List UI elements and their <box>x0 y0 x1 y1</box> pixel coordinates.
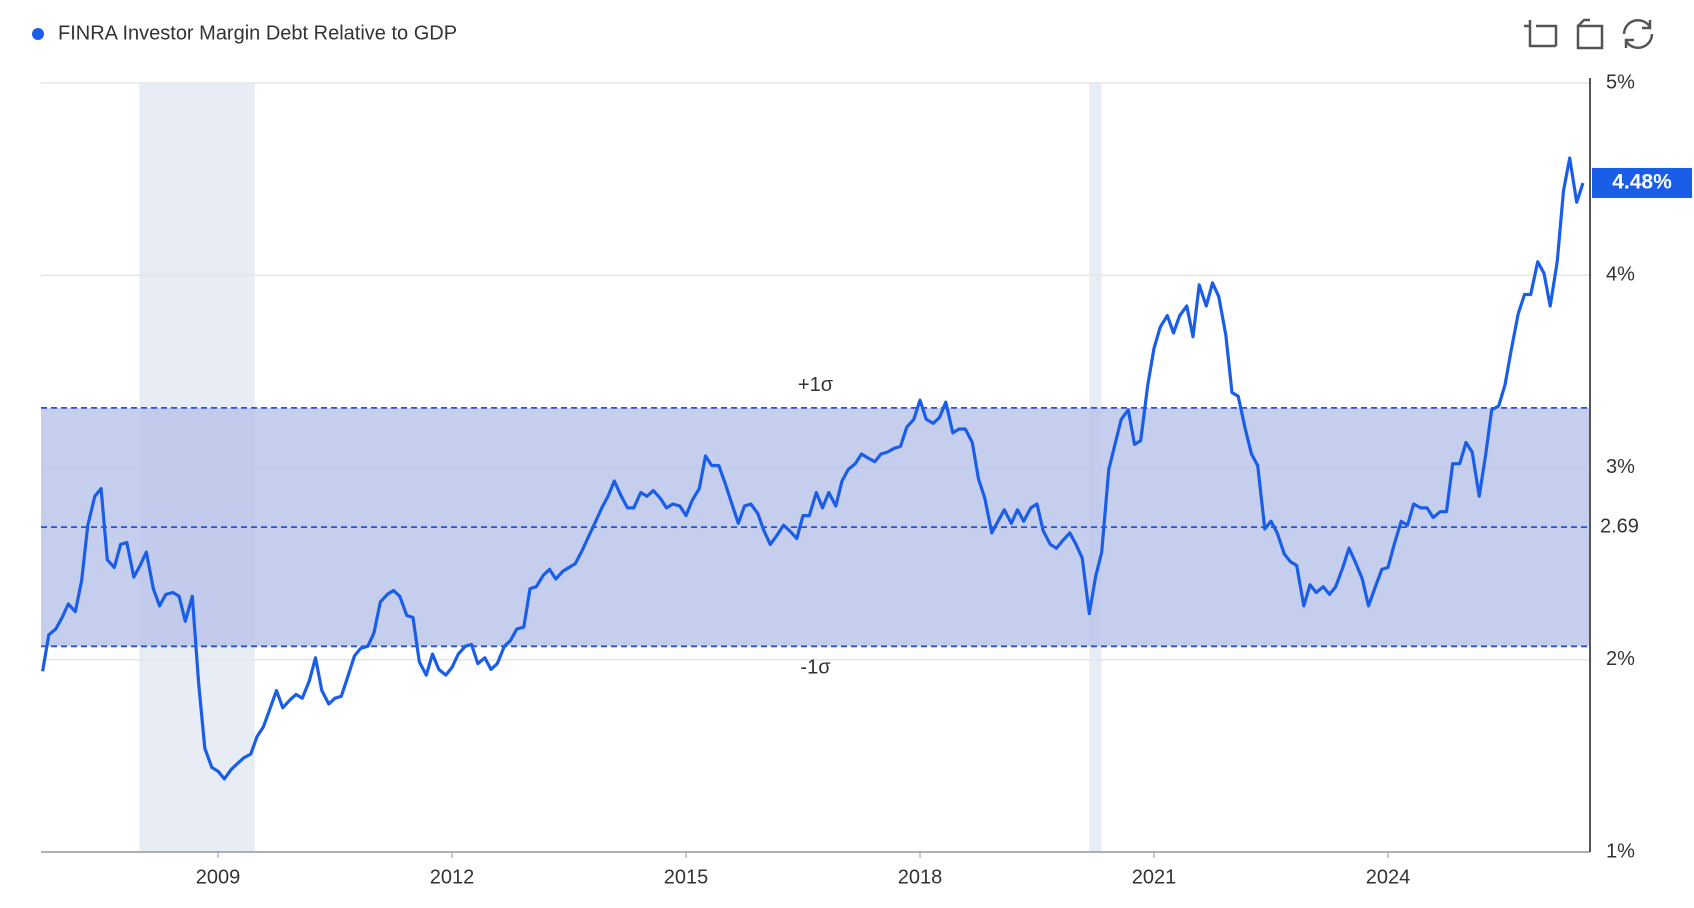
reset-icon[interactable] <box>1576 18 1604 50</box>
x-tick-label: 2021 <box>1132 866 1177 888</box>
x-tick-label: 2015 <box>664 866 709 888</box>
legend-label: FINRA Investor Margin Debt Relative to G… <box>58 22 457 44</box>
mean-label: 2.69 <box>1600 515 1639 537</box>
x-tick-label: 2012 <box>430 866 475 888</box>
refresh-icon[interactable] <box>1622 18 1654 50</box>
toolbar[interactable] <box>1524 18 1654 50</box>
last-value-label: 4.48% <box>1612 171 1672 194</box>
y-tick-label: 5% <box>1606 71 1635 93</box>
x-tick-label: 2009 <box>196 866 241 888</box>
zoom-icon[interactable] <box>1524 20 1558 48</box>
x-tick-label: 2018 <box>898 866 943 888</box>
y-tick-label: 2% <box>1606 648 1635 670</box>
y-tick-label: 1% <box>1606 840 1635 862</box>
band-label: +1σ <box>798 374 834 396</box>
y-tick-label: 3% <box>1606 456 1635 478</box>
x-tick-label: 2024 <box>1366 866 1411 888</box>
band-label: -1σ <box>800 657 831 679</box>
y-tick-label: 4% <box>1606 264 1635 286</box>
series-line <box>41 156 1585 781</box>
legend-dot <box>32 28 44 40</box>
last-value-box <box>1592 167 1692 198</box>
